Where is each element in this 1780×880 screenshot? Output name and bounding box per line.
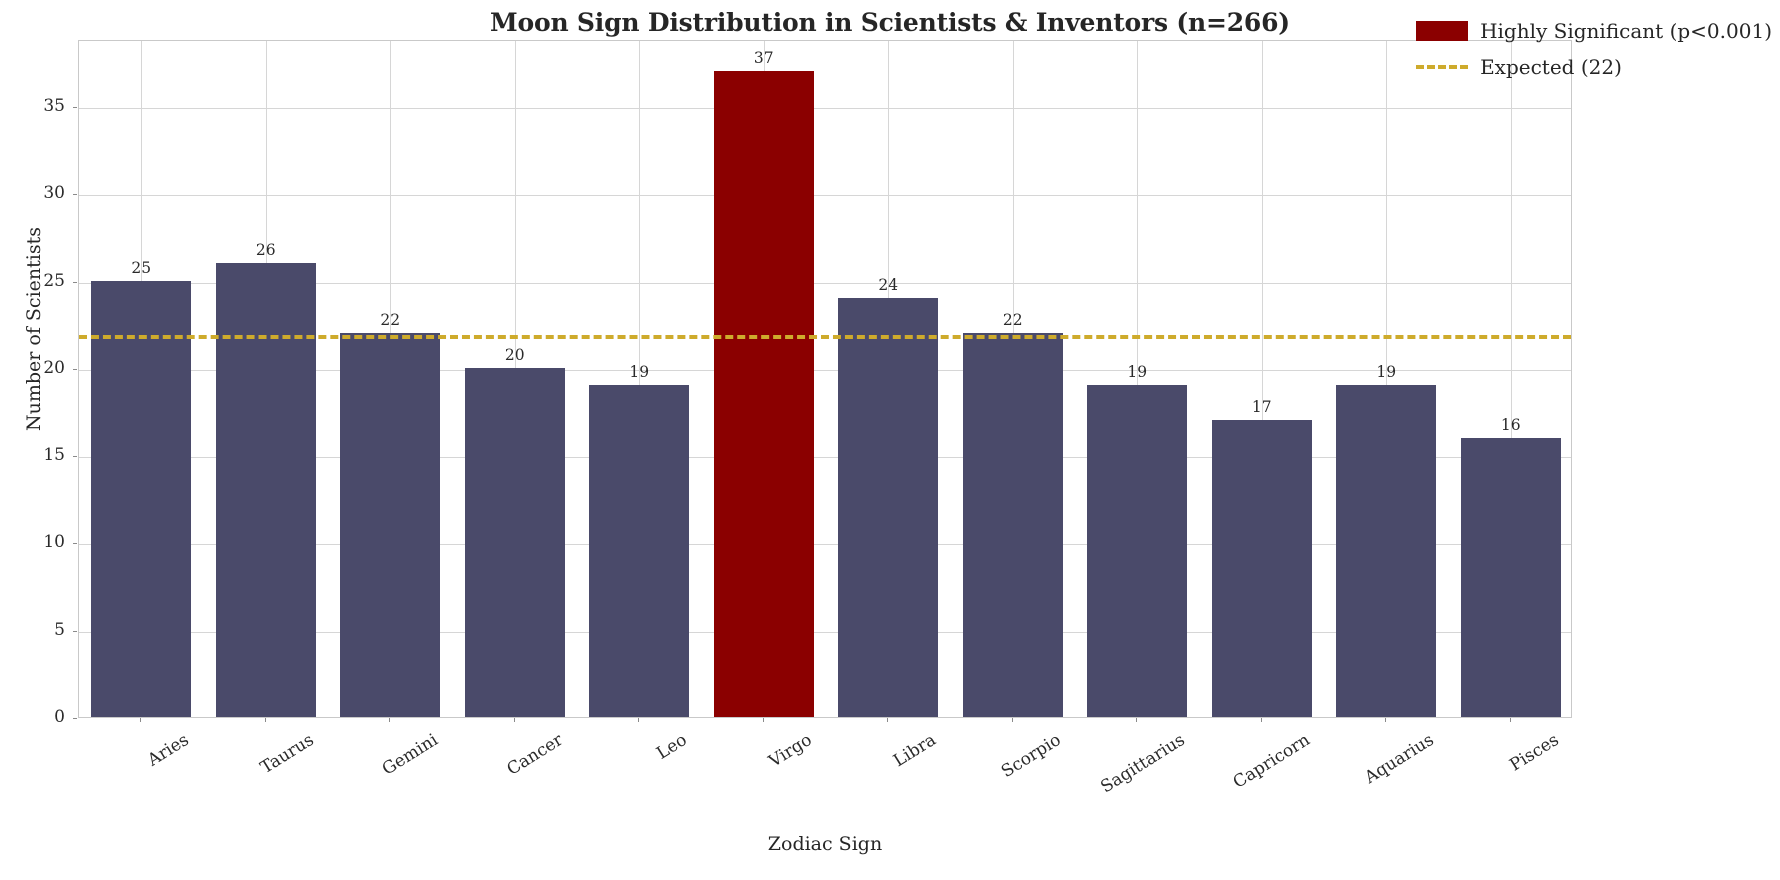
y-tick-mark <box>73 281 77 283</box>
x-tick-mark <box>1136 718 1138 722</box>
bar-value-label: 25 <box>131 258 152 277</box>
bar-sagittarius[interactable] <box>1087 385 1188 717</box>
legend-item-2[interactable]: Expected (22) <box>1416 52 1772 82</box>
legend-item-1[interactable]: Highly Significant (p<0.001) <box>1416 16 1772 46</box>
bar-value-label: 19 <box>1127 363 1148 382</box>
y-axis-label: Number of Scientists <box>23 227 45 431</box>
bar-leo[interactable] <box>589 385 690 717</box>
gridline-horizontal <box>79 369 1571 371</box>
gridline-horizontal <box>79 631 1571 633</box>
x-tick-label-cancer: Cancer <box>503 730 567 780</box>
x-tick-mark <box>887 718 889 722</box>
bar-virgo[interactable] <box>713 71 814 717</box>
y-tick-mark <box>73 456 77 458</box>
y-tick-mark <box>73 194 77 196</box>
y-tick-mark <box>73 543 77 545</box>
x-tick-label-aquarius: Aquarius <box>1361 730 1438 789</box>
y-tick-label: 10 <box>43 532 65 553</box>
bar-aries[interactable] <box>91 280 192 717</box>
y-tick-mark <box>73 718 77 719</box>
gridline-horizontal <box>79 282 1571 284</box>
bar-value-label: 20 <box>504 345 525 364</box>
gridline-horizontal <box>79 457 1571 459</box>
legend-label: Expected (22) <box>1480 55 1622 79</box>
y-tick-mark <box>73 368 77 370</box>
y-tick-label: 30 <box>43 183 65 204</box>
y-tick-label: 5 <box>54 619 65 640</box>
x-tick-label-capricorn: Capricorn <box>1229 730 1314 793</box>
bar-value-label: 19 <box>629 363 650 382</box>
x-tick-label-sagittarius: Sagittarius <box>1097 730 1189 798</box>
bar-value-label: 26 <box>255 241 276 260</box>
gridline-vertical <box>1137 41 1139 717</box>
x-tick-mark <box>638 718 640 722</box>
x-tick-label-aries: Aries <box>144 730 193 771</box>
y-tick-label: 35 <box>43 96 65 117</box>
legend-color-swatch-icon <box>1416 21 1469 41</box>
x-tick-label-pisces: Pisces <box>1506 730 1563 776</box>
x-tick-label-leo: Leo <box>653 730 691 764</box>
bar-value-label: 19 <box>1376 363 1397 382</box>
y-tick-mark <box>73 107 77 109</box>
x-tick-mark <box>140 718 142 722</box>
bar-value-label: 17 <box>1251 398 1272 417</box>
bar-capricorn[interactable] <box>1211 420 1312 717</box>
gridline-vertical <box>1510 41 1512 717</box>
bar-value-label: 37 <box>753 49 774 68</box>
legend-dashed-line-icon <box>1416 65 1469 69</box>
bar-aquarius[interactable] <box>1336 385 1437 717</box>
y-tick-mark <box>73 630 77 632</box>
bar-pisces[interactable] <box>1460 437 1561 717</box>
chart-legend: Highly Significant (p<0.001) Expected (22… <box>1416 16 1772 82</box>
y-tick-label: 25 <box>43 270 65 291</box>
x-axis-label: Zodiac Sign <box>767 833 883 855</box>
y-tick-label: 0 <box>54 707 65 727</box>
bar-value-label: 16 <box>1500 415 1521 434</box>
gridline-horizontal <box>79 544 1571 546</box>
page-title: Moon Sign Distribution in Scientists & I… <box>490 8 1290 37</box>
gridline-vertical <box>1261 41 1263 717</box>
x-tick-mark <box>1011 718 1013 722</box>
x-tick-mark <box>513 718 515 722</box>
bar-scorpio[interactable] <box>962 333 1063 717</box>
plot-area: 25 26 22 20 19 37 24 22 19 17 19 16 <box>78 40 1572 718</box>
gridline-horizontal <box>79 108 1571 110</box>
y-tick-label: 15 <box>43 445 65 466</box>
gridline-vertical <box>1386 41 1388 717</box>
bar-value-label: 24 <box>878 276 899 295</box>
x-tick-label-gemini: Gemini <box>379 730 442 780</box>
x-tick-label-taurus: Taurus <box>256 730 318 779</box>
bar-libra[interactable] <box>838 298 939 717</box>
bar-value-label: 22 <box>380 311 401 330</box>
x-tick-mark <box>1509 718 1511 722</box>
x-tick-label-libra: Libra <box>890 730 940 772</box>
x-tick-mark <box>264 718 266 722</box>
expected-reference-line <box>79 335 1571 340</box>
y-tick-label: 20 <box>43 357 65 378</box>
x-tick-mark <box>389 718 391 722</box>
bar-cancer[interactable] <box>464 367 565 717</box>
x-tick-mark <box>1260 718 1262 722</box>
x-tick-label-scorpio: Scorpio <box>997 730 1065 782</box>
legend-label: Highly Significant (p<0.001) <box>1480 19 1772 43</box>
bar-taurus[interactable] <box>215 263 316 717</box>
x-tick-label-virgo: Virgo <box>765 730 816 772</box>
x-tick-mark <box>1385 718 1387 722</box>
bar-gemini[interactable] <box>340 333 441 717</box>
x-tick-mark <box>762 718 764 722</box>
bar-value-label: 22 <box>1002 311 1023 330</box>
gridline-horizontal <box>79 195 1571 197</box>
gridline-vertical <box>639 41 641 717</box>
